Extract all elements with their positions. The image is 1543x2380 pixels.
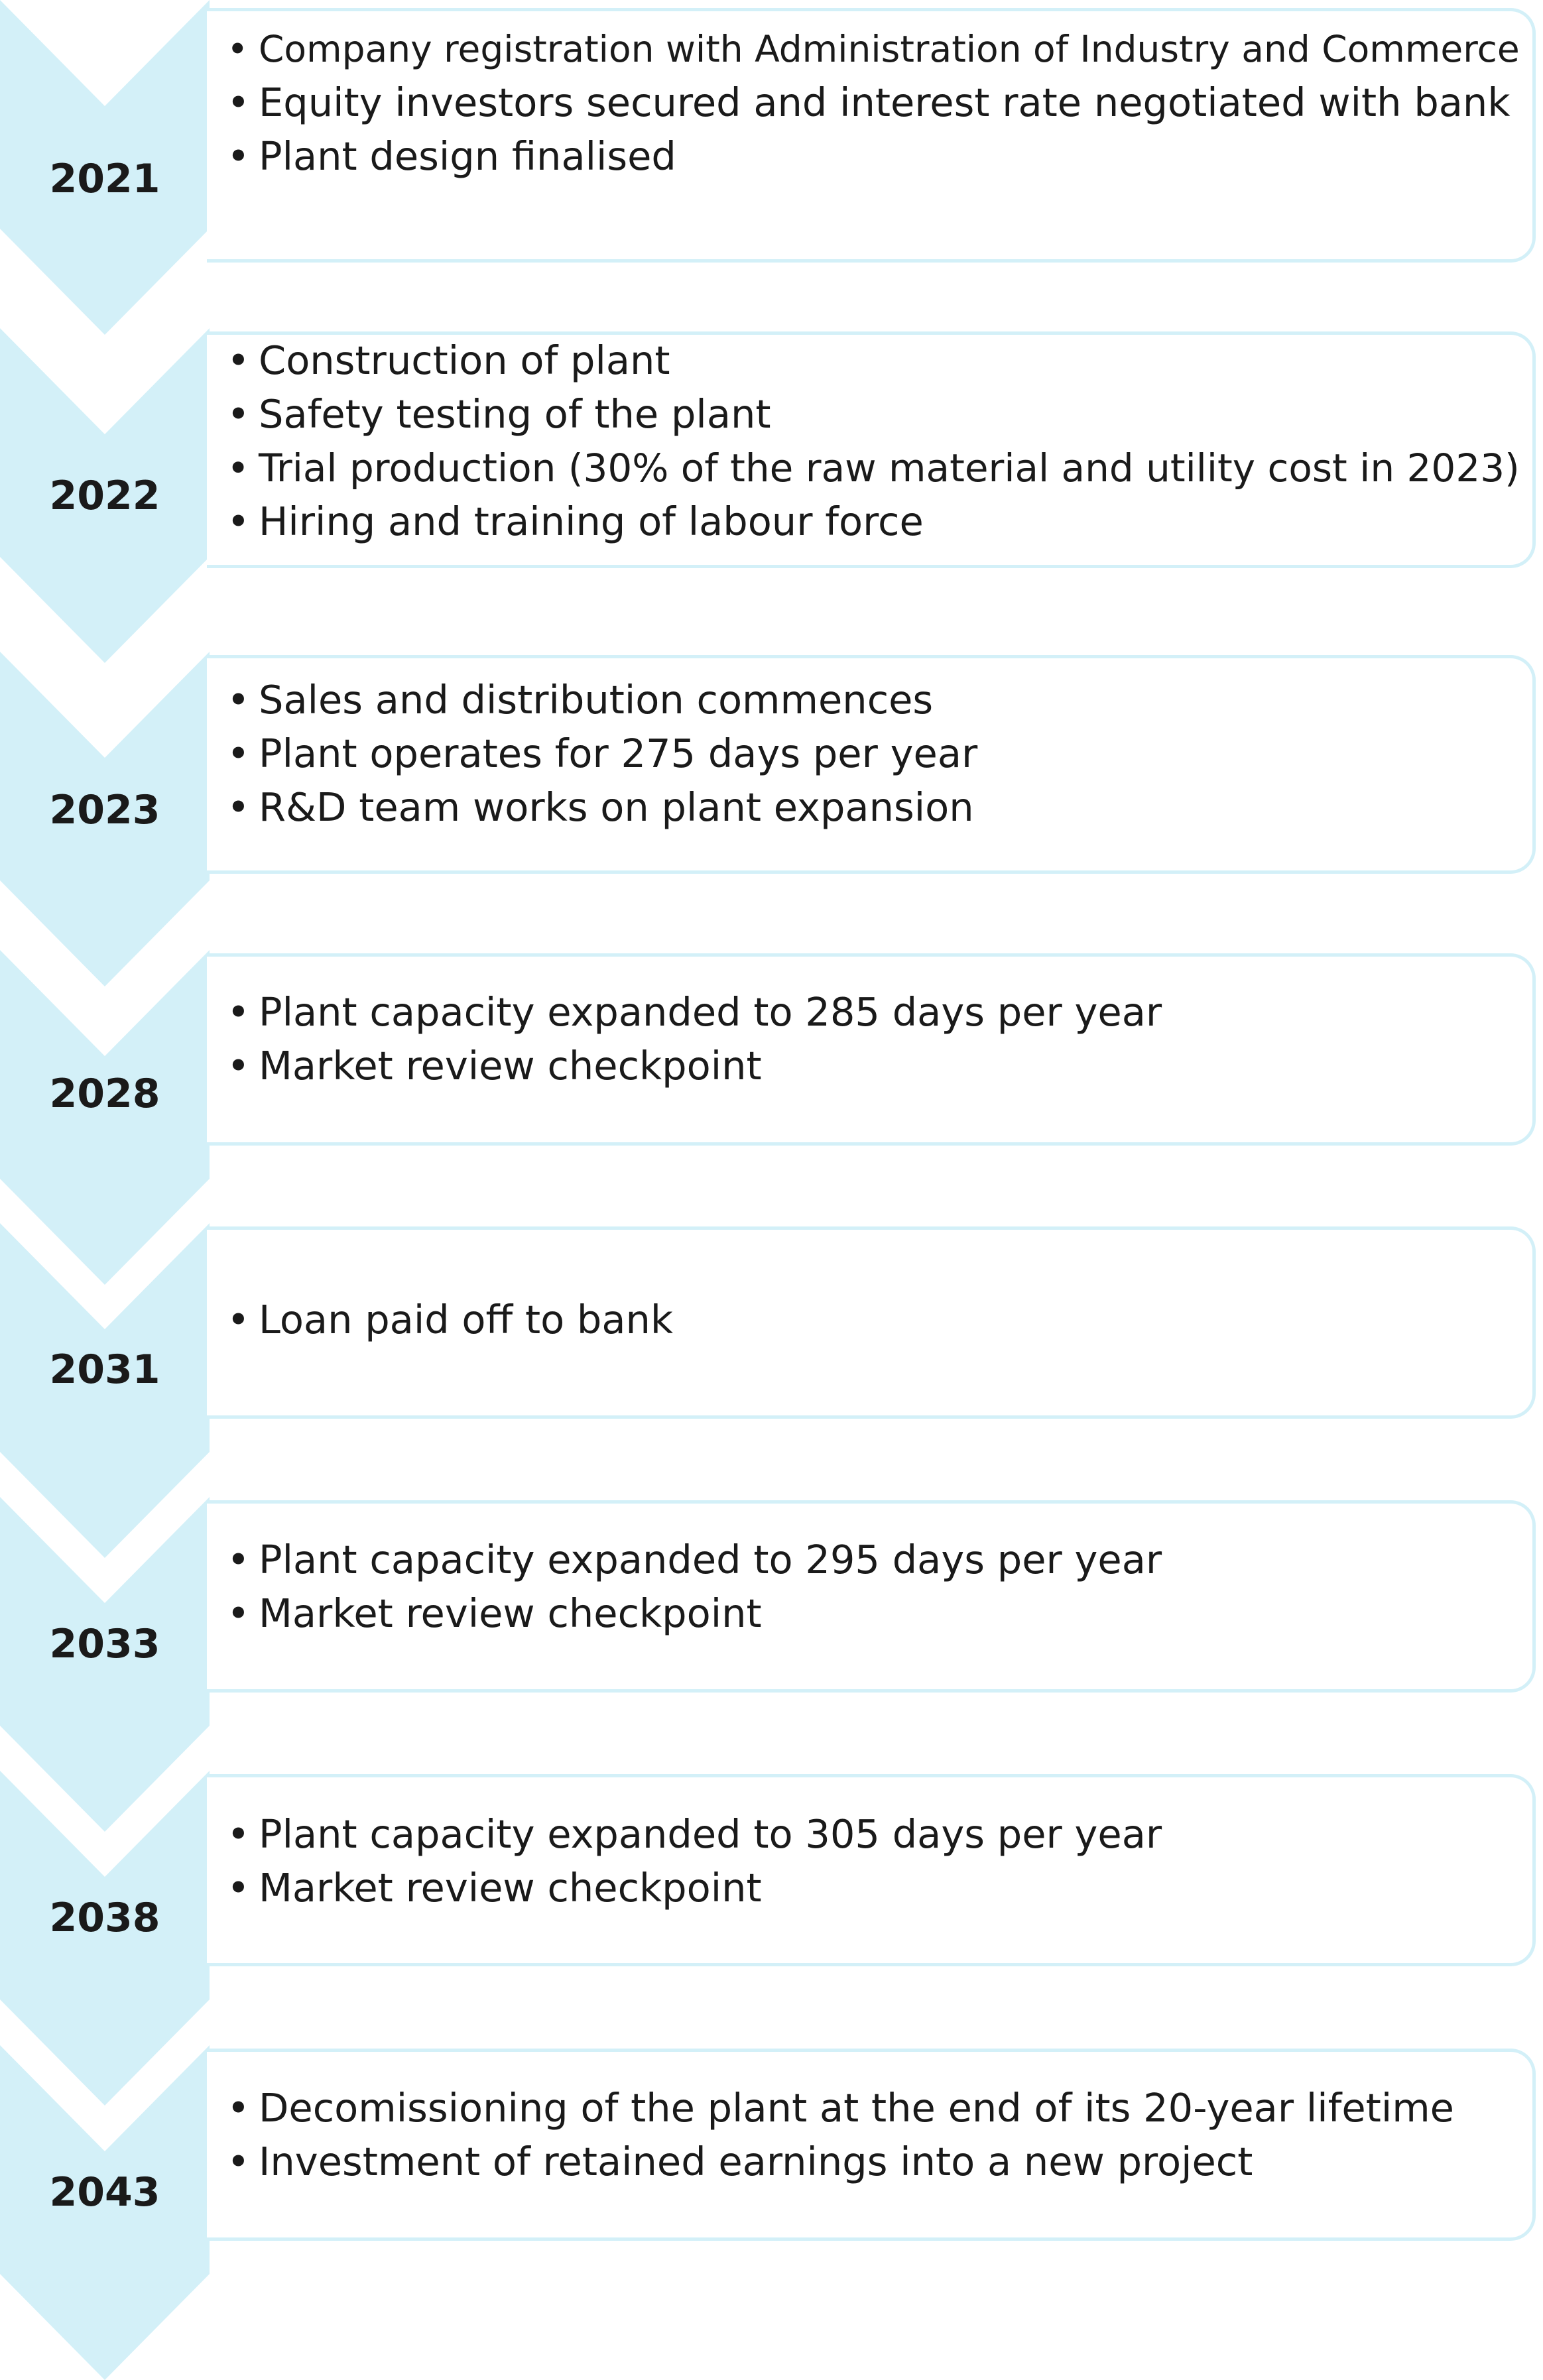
milestone-bullet: Company registration with Administration… [224,25,1534,73]
milestone-bullet-list: Sales and distribution commences Plant op… [224,676,1534,837]
milestone-bullet: Hiring and training of labour force [224,498,1534,546]
milestone-bullet: Plant operates for 275 days per year [224,730,1534,778]
milestone-bullet-list: Company registration with Administration… [224,25,1534,186]
milestone-bullet: Market review checkpoint [224,1590,1534,1637]
milestone-year: 2043 [49,2169,160,2216]
milestone-bullet-list: Plant capacity expanded to 305 days per … [224,1811,1534,1918]
milestone-bullet-list: Loan paid off to bank [224,1296,1534,1350]
milestone-year: 2022 [49,473,160,519]
milestone-bullet-list: Decomissioning of the plant at the end o… [224,2084,1534,2192]
milestone-bullet: Loan paid off to bank [224,1296,1534,1344]
milestone-bullet-list: Construction of plant Safety testing of t… [224,337,1534,552]
milestone-bullet: Decomissioning of the plant at the end o… [224,2084,1534,2132]
milestone-year: 2038 [49,1895,160,1941]
milestone-year: 2028 [49,1071,160,1117]
milestone-bullet: Plant capacity expanded to 305 days per … [224,1811,1534,1858]
milestone-bullet: Construction of plant [224,337,1534,385]
milestone-bullet: Sales and distribution commences [224,676,1534,724]
milestone-year: 2023 [49,787,160,833]
milestone-bullet: R&D team works on plant expansion [224,784,1534,831]
milestone-bullet: Market review checkpoint [224,1042,1534,1090]
milestone-bullet: Market review checkpoint [224,1864,1534,1912]
milestone-bullet: Safety testing of the plant [224,390,1534,438]
milestone-bullet: Investment of retained earnings into a n… [224,2138,1534,2186]
milestone-bullet: Plant capacity expanded to 295 days per … [224,1536,1534,1584]
milestone-year: 2021 [49,156,160,202]
milestone-year: 2031 [49,1346,160,1393]
milestone-bullet: Trial production (30% of the raw materia… [224,444,1534,492]
milestone-bullet: Equity investors secured and interest ra… [224,79,1534,127]
milestone-bullet: Plant capacity expanded to 285 days per … [224,988,1534,1036]
milestone-bullet-list: Plant capacity expanded to 285 days per … [224,988,1534,1096]
milestone-bullet: Plant design finalised [224,133,1534,180]
milestone-year: 2033 [49,1621,160,1667]
milestone-bullet-list: Plant capacity expanded to 295 days per … [224,1536,1534,1643]
